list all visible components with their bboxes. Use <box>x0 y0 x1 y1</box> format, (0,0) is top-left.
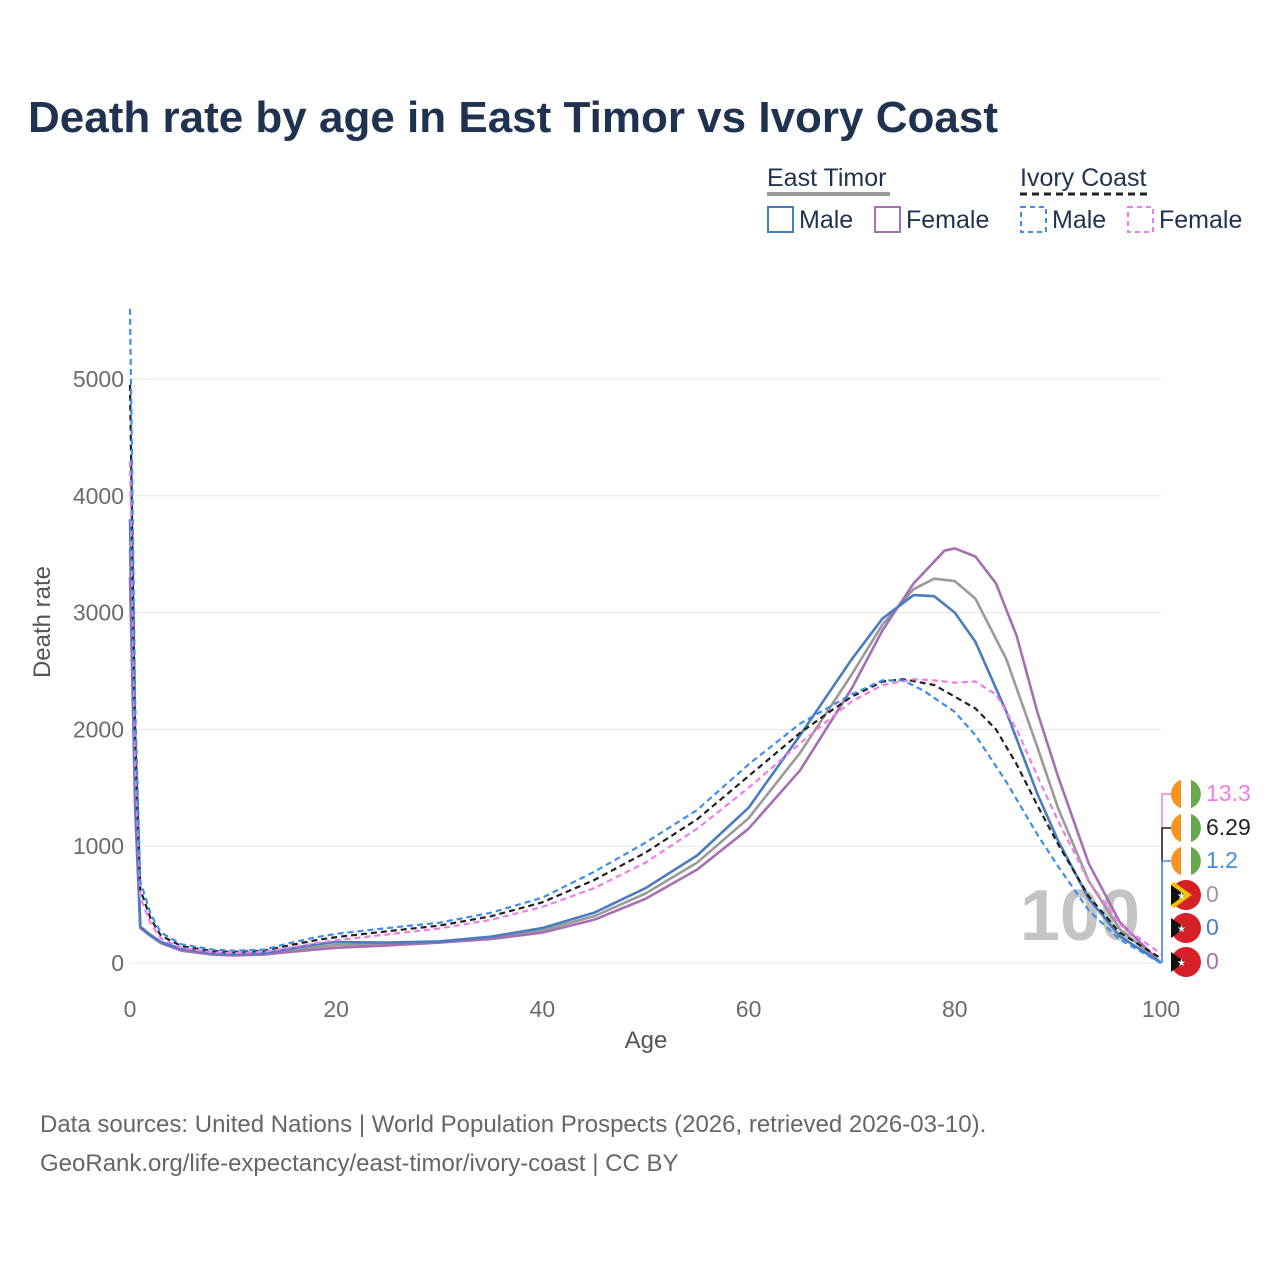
legend-label-et-male: Male <box>799 206 853 234</box>
legend-swatch-ic-male <box>1020 206 1047 233</box>
series-line-ivory-coast-male <box>128 308 1162 964</box>
x-axis-label: Age <box>625 1027 668 1054</box>
end-value-ic-total: 6.29 <box>1206 814 1251 840</box>
x-tick-label: 20 <box>323 996 349 1022</box>
end-labels: ★ ★ ★ 13.3 6.29 1.2 0 0 0 <box>1161 779 1251 977</box>
ivory-coast-flag-icon <box>1171 779 1201 809</box>
series-lines <box>128 308 1162 965</box>
end-value-et-total: 0 <box>1206 881 1219 907</box>
series-line-east-timor-male <box>128 519 1162 965</box>
y-tick-label: 2000 <box>73 716 124 742</box>
svg-text:★: ★ <box>1177 924 1186 935</box>
chart-title: Death rate by age in East Timor vs Ivory… <box>28 93 998 142</box>
y-tick-label: 4000 <box>73 483 124 509</box>
end-value-et-male: 0 <box>1206 914 1219 940</box>
end-connector-ic-female <box>1161 793 1172 963</box>
legend-group-east-timor: East Timor <box>767 164 886 192</box>
y-tick-label: 1000 <box>73 833 124 859</box>
y-tick-label: 5000 <box>73 366 124 392</box>
end-connector-ic-male <box>1161 860 1172 963</box>
ivory-coast-flag-icon <box>1171 813 1201 843</box>
series-line-ivory-coast-total <box>128 384 1162 960</box>
legend-label-et-female: Female <box>906 206 989 234</box>
x-axis-ticks: 0 20 40 60 80 100 <box>124 996 1181 1022</box>
series-line-east-timor-female <box>128 547 1162 964</box>
legend-group-ivory-coast: Ivory Coast <box>1020 164 1146 192</box>
legend-swatch-et-female <box>874 206 901 233</box>
end-connector-ic-total <box>1161 827 1172 863</box>
legend-label-ic-female: Female <box>1159 206 1242 234</box>
source-line-2: GeoRank.org/life-expectancy/east-timor/i… <box>40 1150 678 1177</box>
ivory-coast-flag-icon <box>1171 846 1201 876</box>
x-tick-label: 0 <box>124 996 137 1022</box>
year-watermark: 100 <box>1020 876 1140 956</box>
end-value-ic-male: 1.2 <box>1206 847 1238 873</box>
svg-text:★: ★ <box>1177 958 1186 969</box>
x-tick-label: 80 <box>942 996 968 1022</box>
legend-label-ic-male: Male <box>1052 206 1106 234</box>
legend-swatch-ic-female <box>1127 206 1154 233</box>
series-line-ivory-coast-female <box>128 460 1162 955</box>
end-value-ic-female: 13.3 <box>1206 780 1251 806</box>
east-timor-flag-icon: ★ <box>1171 880 1201 910</box>
end-value-et-female: 0 <box>1206 948 1219 974</box>
y-axis-ticks: 0 1000 2000 3000 4000 5000 <box>73 366 124 976</box>
gridlines <box>130 378 1161 964</box>
legend-swatch-et-male <box>767 206 794 233</box>
legend: East Timor Ivory Coast Male Female Male … <box>767 164 1242 234</box>
y-axis-label: Death rate <box>29 566 56 678</box>
x-tick-label: 40 <box>530 996 556 1022</box>
east-timor-flag-icon: ★ <box>1171 913 1201 943</box>
svg-text:★: ★ <box>1177 891 1186 902</box>
east-timor-flag-icon: ★ <box>1171 947 1201 977</box>
x-tick-label: 100 <box>1142 996 1180 1022</box>
source-line-1: Data sources: United Nations | World Pop… <box>40 1111 986 1138</box>
x-tick-label: 60 <box>736 996 762 1022</box>
y-tick-label: 0 <box>111 950 124 976</box>
y-tick-label: 3000 <box>73 600 124 626</box>
